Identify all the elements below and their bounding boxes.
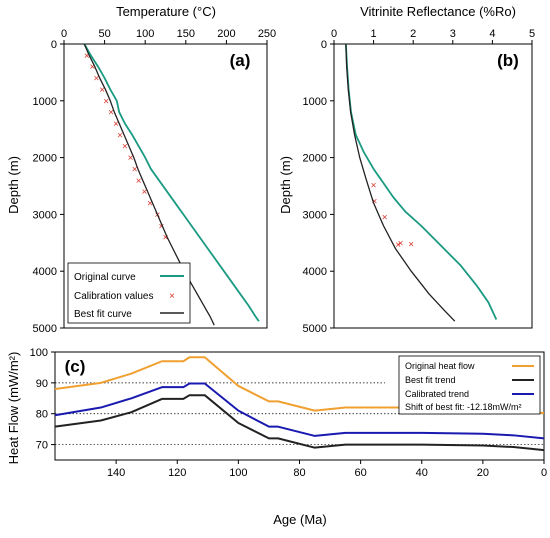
panel-b-y-ticks: 0 1000 2000 3000 4000 5000 xyxy=(303,39,334,335)
a-calibration-point: × xyxy=(147,199,153,210)
c-series-best-fit-trend xyxy=(54,394,545,452)
b-x-tick-label: 1 xyxy=(371,28,377,40)
a-x-tick-label: 50 xyxy=(98,28,110,40)
b-x-tick-label: 2 xyxy=(410,28,416,40)
b-calibration-point: × xyxy=(408,239,414,250)
a-calibration-point: × xyxy=(113,119,119,130)
b-y-tick-label: 0 xyxy=(321,39,327,51)
c-x-tick-label: 140 xyxy=(107,467,125,479)
b-calibration-point: × xyxy=(371,196,377,207)
panel-b: Vitrinite Reflectance (%Ro) 0 1 2 3 4 5 0 1000… xyxy=(278,4,535,335)
c-x-tick-label: 120 xyxy=(168,467,186,479)
a-x-tick-label: 100 xyxy=(136,28,154,40)
panel-c-x-axis-label: Age (Ma) xyxy=(273,512,326,527)
panel-a-letter: (a) xyxy=(230,51,251,70)
a-x-tick-label: 250 xyxy=(258,28,276,40)
legend-calibrated-trend-label: Calibrated trend xyxy=(405,389,469,399)
a-calibration-point: × xyxy=(108,108,114,119)
b-x-tick-label: 3 xyxy=(450,28,456,40)
a-x-tick-label: 150 xyxy=(177,28,195,40)
a-calibration-point: × xyxy=(132,164,138,175)
c-y-tick-label: 80 xyxy=(36,409,48,421)
a-calibration-point: × xyxy=(122,142,128,153)
panel-a-frame xyxy=(63,43,268,329)
b-x-tick-label: 4 xyxy=(489,28,495,40)
b-y-tick-label: 1000 xyxy=(303,96,327,108)
panel-a-plot-area: ××××××××××××××××× xyxy=(83,43,260,326)
panel-a-y-axis-label: Depth (m) xyxy=(6,156,21,214)
a-x-tick-label: 0 xyxy=(61,28,67,40)
b-series-original-curve xyxy=(344,43,498,320)
c-x-tick-label: 0 xyxy=(541,467,547,479)
panel-c: 140 120 100 80 60 40 20 0 70 80 90 100 Heat Flow (… xyxy=(6,347,547,527)
b-x-tick-label: 0 xyxy=(331,28,337,40)
c-y-tick-label: 90 xyxy=(36,378,48,390)
legend-original-curve-label: Original curve xyxy=(74,272,136,283)
a-y-tick-label: 1000 xyxy=(33,96,57,108)
a-calibration-point: × xyxy=(136,176,142,187)
a-x-tick-label: 200 xyxy=(217,28,235,40)
a-calibration-point: × xyxy=(84,51,90,62)
b-y-tick-label: 4000 xyxy=(303,266,327,278)
c-series-calibrated-trend xyxy=(54,382,545,440)
panel-c-legend: Original heat flow Best fit trend Calibr… xyxy=(398,355,541,415)
a-calibration-point: × xyxy=(89,62,95,73)
legend-calibration-marker-icon: × xyxy=(169,291,175,302)
panel-b-x-ticks: 0 1 2 3 4 5 xyxy=(331,28,535,44)
panel-b-plot-area: ××××× × xyxy=(344,43,498,322)
c-y-tick-label: 100 xyxy=(30,347,48,359)
a-y-tick-label: 2000 xyxy=(33,153,57,165)
panel-b-frame xyxy=(333,43,533,329)
legend-original-heat-flow-label: Original heat flow xyxy=(405,361,475,371)
panel-a-title: Temperature (°C) xyxy=(116,4,216,19)
c-x-tick-label: 40 xyxy=(416,467,428,479)
panel-b-title: Vitrinite Reflectance (%Ro) xyxy=(360,4,516,19)
a-calibration-point: × xyxy=(128,153,134,164)
legend-best-fit-trend-label: Best fit trend xyxy=(405,375,456,385)
legend-best-fit-curve-label: Best fit curve xyxy=(74,309,132,320)
a-calibration-point: × xyxy=(99,85,105,96)
a-calibration-point: × xyxy=(103,96,109,107)
panel-b-y-axis-label: Depth (m) xyxy=(278,156,293,214)
panel-c-letter: (c) xyxy=(65,357,86,376)
c-x-tick-label: 20 xyxy=(477,467,489,479)
b-calibration-point: × xyxy=(382,213,388,224)
c-x-tick-label: 100 xyxy=(229,467,247,479)
c-x-tick-label: 80 xyxy=(293,467,305,479)
panel-a-y-ticks: 0 1000 2000 3000 4000 5000 xyxy=(33,39,64,335)
panel-c-y-ticks: 70 80 90 100 xyxy=(30,347,55,452)
a-calibration-point: × xyxy=(141,187,147,198)
panel-a-x-ticks: 0 50 100 150 200 250 xyxy=(61,28,276,44)
b-series-best-fit-curve xyxy=(345,43,456,322)
legend-shift-note: Shift of best fit: -12.18mW/m² xyxy=(405,402,522,412)
a-calibration-point: × xyxy=(94,74,100,85)
c-y-tick-label: 70 xyxy=(36,440,48,452)
panel-a-legend: Original curve Calibration values × Best… xyxy=(67,262,191,324)
panel-b-letter: (b) xyxy=(497,51,519,70)
a-series-original-curve xyxy=(83,43,260,322)
a-calibration-point: × xyxy=(117,130,123,141)
a-y-tick-label: 5000 xyxy=(33,323,57,335)
b-calibration-point: × xyxy=(371,180,377,191)
b-y-tick-label: 2000 xyxy=(303,153,327,165)
panel-c-x-ticks: 140 120 100 80 60 40 20 0 xyxy=(107,460,547,479)
panel-c-y-axis-label: Heat Flow (mW/m²) xyxy=(6,352,21,465)
a-y-tick-label: 3000 xyxy=(33,209,57,221)
a-calibration-point: × xyxy=(159,221,165,232)
a-y-tick-label: 4000 xyxy=(33,266,57,278)
panel-a: Temperature (°C) 0 50 100 150 200 250 0 1000 20… xyxy=(6,4,276,335)
legend-calibration-values-label: Calibration values xyxy=(74,291,154,302)
b-calibration-point: × xyxy=(395,240,401,251)
a-calibration-point: × xyxy=(163,233,169,244)
b-y-tick-label: 3000 xyxy=(303,209,327,221)
c-x-tick-label: 60 xyxy=(355,467,367,479)
b-calibration-point: × xyxy=(398,238,404,249)
b-y-tick-label: 5000 xyxy=(303,323,327,335)
b-x-tick-label: 5 xyxy=(529,28,535,40)
a-y-tick-label: 0 xyxy=(51,39,57,51)
